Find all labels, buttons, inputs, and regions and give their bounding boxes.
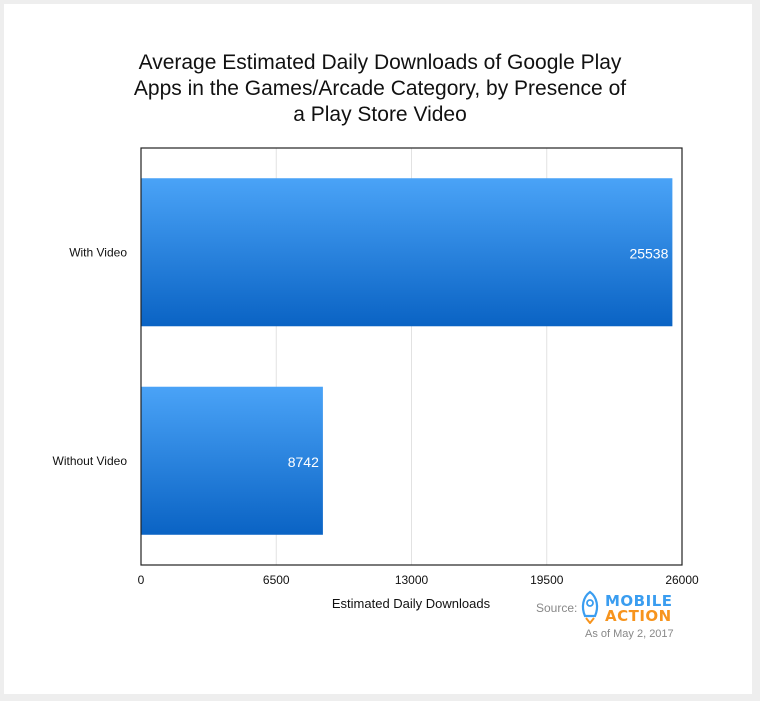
plot-frame	[140, 147, 683, 566]
source-label: Source:	[536, 601, 578, 615]
as-of-date: As of May 2, 2017	[585, 628, 674, 640]
chart-card	[4, 4, 752, 694]
data-label: 8742	[288, 454, 319, 470]
logo-text-top: MOBILE	[605, 592, 673, 610]
bar-with-video	[141, 178, 673, 327]
bar-without-video	[141, 386, 323, 535]
data-label: 25538	[629, 245, 668, 261]
category-label: With Video	[69, 245, 127, 259]
rocket-icon	[581, 590, 599, 624]
title-line-1: Average Estimated Daily Downloads of Goo…	[138, 51, 622, 74]
title-line-2: Apps in the Games/Arcade Category, by Pr…	[133, 77, 627, 100]
x-tick-label: 13000	[395, 573, 429, 587]
x-axis-label: Estimated Daily Downloads	[332, 596, 491, 611]
x-tick-label: 6500	[263, 573, 290, 587]
mobile-action-logo: MOBILE ACTION	[577, 590, 687, 626]
category-label: Without Video	[53, 454, 128, 468]
title-line-3: a Play Store Video	[293, 103, 467, 126]
logo-text-bottom: ACTION	[605, 607, 672, 625]
chart-title: Average Estimated Daily Downloads of Goo…	[0, 50, 760, 128]
x-tick-label: 0	[138, 573, 145, 587]
x-tick-label: 19500	[530, 573, 564, 587]
x-tick-label: 26000	[665, 573, 699, 587]
